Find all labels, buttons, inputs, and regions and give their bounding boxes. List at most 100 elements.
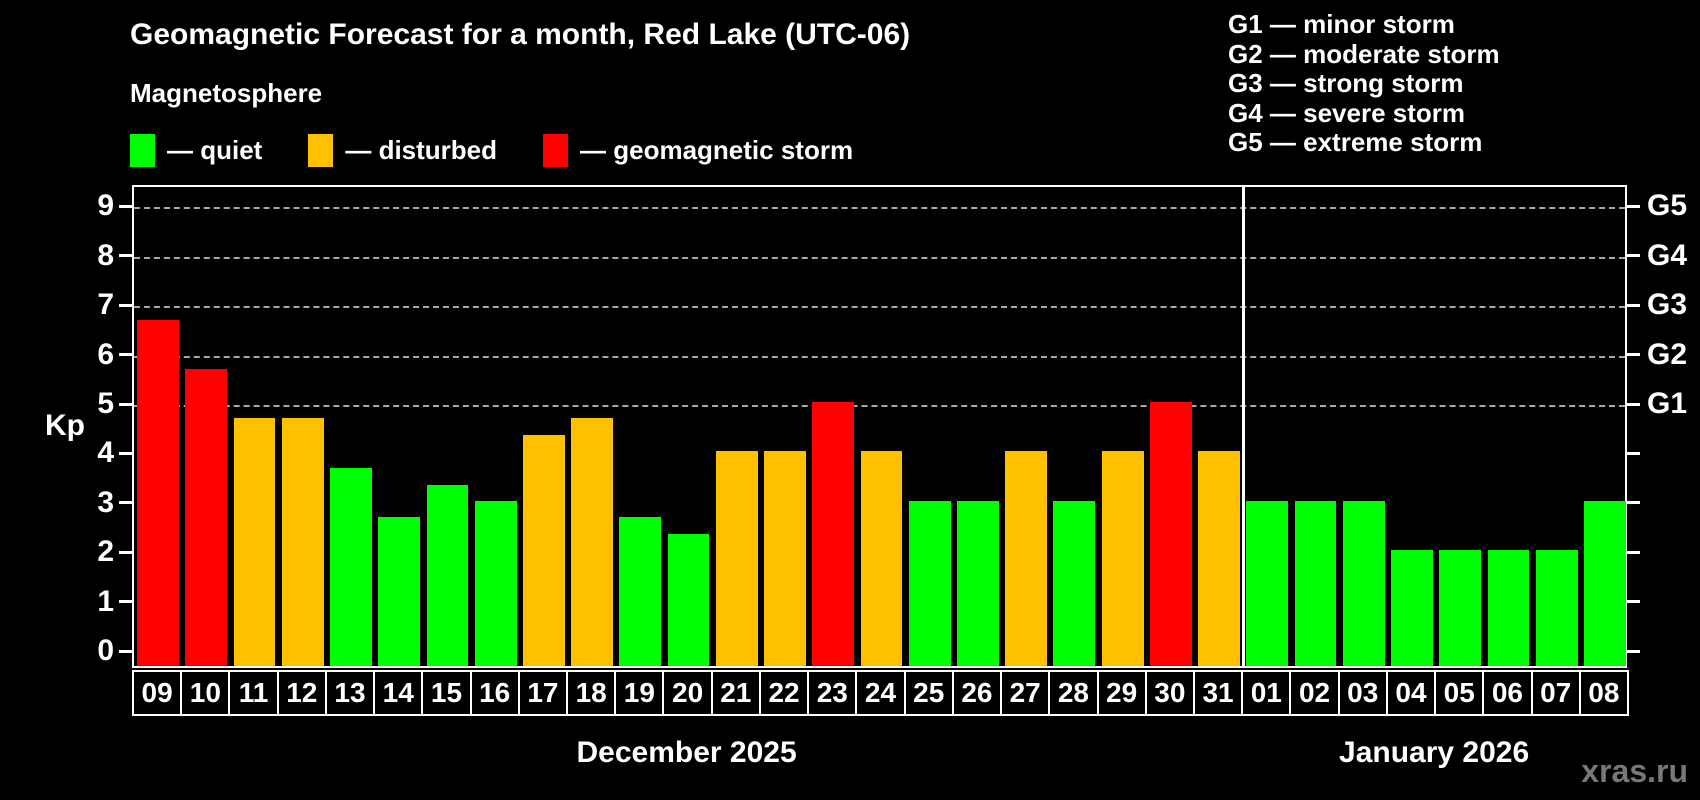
day-label-26: 26	[951, 670, 1003, 716]
day-label-02: 02	[1289, 670, 1340, 716]
quiet-label: — quiet	[167, 134, 263, 165]
gridline-kp5	[134, 405, 1625, 407]
gridline-kp8	[134, 256, 1625, 259]
kp-bar-01	[1246, 500, 1289, 666]
right-tick-9	[1627, 204, 1640, 208]
gridline-kp6	[134, 355, 1625, 358]
left-tick-2	[119, 550, 132, 554]
disturbed-label: — disturbed	[345, 134, 498, 165]
kp-bar-03	[1342, 500, 1385, 666]
kp-bar-20	[667, 533, 710, 666]
day-label-03: 03	[1337, 670, 1388, 716]
g5-legend-line: G5 — extreme storm	[1228, 127, 1483, 157]
y-tick-label-3: 3	[97, 485, 114, 519]
kp-bar-07	[1535, 550, 1578, 666]
kp-bar-26	[957, 500, 999, 666]
day-label-19: 19	[614, 670, 665, 716]
day-label-17: 17	[517, 670, 569, 716]
left-tick-1	[119, 600, 132, 604]
month-label-1: January 2026	[1339, 736, 1530, 769]
legend-item-quiet: — quiet	[130, 133, 263, 167]
storm-label: — geomagnetic storm	[580, 134, 854, 165]
quiet-color-swatch	[130, 133, 155, 167]
legend-item-disturbed: — disturbed	[308, 133, 498, 167]
month-label-0: December 2025	[576, 736, 797, 769]
kp-bar-04	[1391, 550, 1433, 666]
g1-legend-line: G1 — minor storm	[1228, 9, 1455, 39]
day-label-20: 20	[662, 670, 713, 716]
plot-area	[132, 185, 1627, 668]
g-scale-legend: G1 — minor storm G2 — moderate storm G3 …	[1228, 9, 1500, 158]
kp-bar-19	[619, 517, 662, 666]
day-label-07: 07	[1530, 670, 1581, 716]
day-label-30: 30	[1144, 670, 1195, 716]
gridline-kp9	[134, 207, 1625, 210]
y-tick-label-9: 9	[97, 189, 114, 223]
day-label-10: 10	[180, 670, 231, 716]
day-label-16: 16	[469, 670, 520, 716]
g-axis-label-g1: G1	[1647, 387, 1688, 420]
kp-bar-02	[1294, 500, 1337, 666]
g-axis-label-g4: G4	[1647, 238, 1688, 272]
left-tick-3	[119, 501, 132, 505]
left-tick-9	[119, 204, 132, 208]
day-label-06: 06	[1482, 670, 1533, 716]
day-label-11: 11	[228, 670, 279, 716]
day-label-23: 23	[807, 670, 858, 716]
g-axis-label-g5: G5	[1647, 189, 1688, 223]
kp-bar-29	[1101, 451, 1144, 666]
day-label-08: 08	[1578, 670, 1629, 716]
right-tick-6	[1627, 353, 1640, 357]
kp-bar-13	[330, 467, 372, 666]
day-label-22: 22	[758, 670, 810, 716]
day-label-27: 27	[1000, 670, 1051, 716]
disturbed-color-swatch	[308, 133, 334, 167]
left-tick-0	[119, 649, 132, 653]
gridline-kp7	[134, 306, 1625, 309]
y-tick-label-6: 6	[97, 337, 114, 371]
day-label-18: 18	[566, 670, 617, 716]
y-axis-title-kp: Kp	[45, 409, 85, 442]
y-tick-label-1: 1	[97, 584, 114, 618]
day-label-05: 05	[1434, 670, 1485, 716]
y-tick-label-8: 8	[97, 238, 114, 272]
kp-bar-09	[137, 319, 179, 666]
month-separator-line	[1241, 187, 1245, 666]
kp-bar-25	[908, 500, 951, 666]
kp-bar-23	[812, 402, 855, 666]
kp-bar-10	[185, 368, 228, 666]
day-label-13: 13	[324, 670, 376, 716]
kp-bar-21	[715, 451, 758, 666]
xras-watermark: xras.ru	[1581, 753, 1688, 789]
day-label-14: 14	[373, 670, 424, 716]
left-tick-4	[119, 451, 132, 455]
kp-bar-05	[1439, 550, 1482, 666]
g2-legend-line: G2 — moderate storm	[1228, 38, 1500, 69]
y-tick-label-7: 7	[97, 288, 114, 322]
kp-bar-12	[281, 418, 324, 666]
kp-bar-22	[764, 451, 806, 666]
day-label-04: 04	[1385, 670, 1437, 716]
storm-color-swatch	[543, 133, 569, 167]
left-tick-6	[119, 353, 132, 357]
kp-bar-15	[426, 484, 469, 666]
y-tick-label-2: 2	[97, 535, 114, 569]
left-tick-8	[119, 254, 132, 258]
g4-legend-line: G4 — severe storm	[1228, 97, 1466, 128]
right-tick-4	[1627, 451, 1640, 455]
kp-bar-17	[523, 435, 565, 666]
kp-bar-30	[1149, 402, 1192, 666]
kp-bar-31	[1198, 451, 1240, 666]
legend: — quiet — disturbed — geomagnetic storm	[130, 130, 899, 170]
day-label-12: 12	[276, 670, 327, 716]
kp-bar-14	[378, 517, 421, 666]
kp-bar-27	[1005, 451, 1048, 666]
day-label-15: 15	[421, 670, 472, 716]
right-tick-8	[1627, 254, 1640, 258]
kp-bar-28	[1053, 500, 1096, 666]
right-tick-3	[1627, 501, 1640, 505]
right-tick-5	[1627, 402, 1640, 406]
day-label-25: 25	[903, 670, 954, 716]
right-tick-2	[1627, 550, 1640, 554]
y-tick-label-0: 0	[97, 634, 114, 667]
